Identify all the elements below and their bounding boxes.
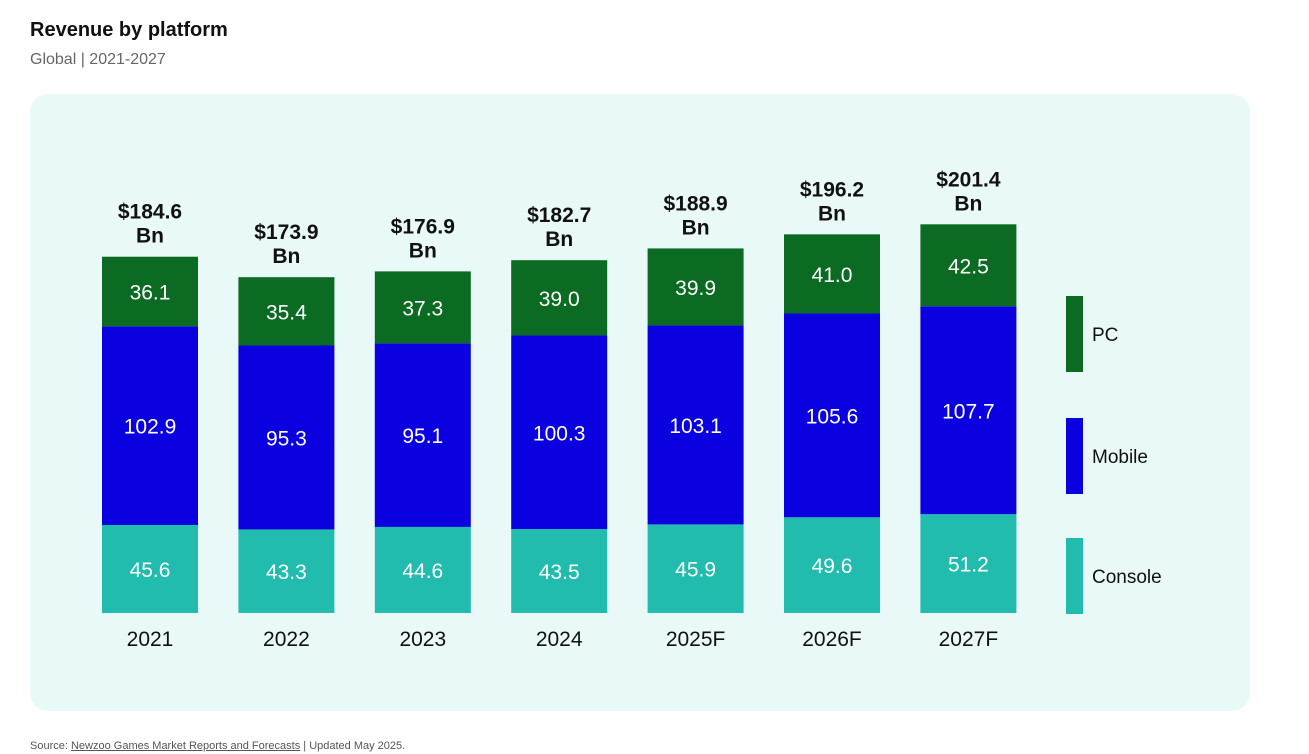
bar-segment-console bbox=[784, 517, 880, 613]
bar-total-label: $188.9 bbox=[663, 192, 727, 215]
legend-label-mobile: Mobile bbox=[1092, 447, 1148, 468]
legend-swatch-pc bbox=[1066, 296, 1083, 372]
bar-segment-mobile bbox=[238, 345, 335, 530]
bar-total-label: $196.2 bbox=[800, 178, 864, 201]
bar-total-unit: Bn bbox=[136, 225, 164, 248]
legend-swatch-mobile bbox=[1066, 418, 1083, 494]
bar-segment-console bbox=[920, 514, 1017, 613]
bar-total-label: $173.9 bbox=[254, 221, 318, 244]
legend-label-console: Console bbox=[1092, 567, 1162, 588]
bar-value-label-console: 51.2 bbox=[948, 554, 989, 577]
bars-group: 45.6102.936.1$184.6Bn202143.395.335.4$17… bbox=[102, 168, 1017, 651]
source-prefix: Source: bbox=[30, 740, 71, 752]
bar-segment-console bbox=[102, 524, 198, 613]
bar-segment-mobile bbox=[784, 313, 880, 518]
bar-value-label-mobile: 107.7 bbox=[942, 400, 995, 423]
x-tick-label: 2024 bbox=[536, 628, 583, 651]
bar-segment-mobile bbox=[102, 326, 198, 525]
bar-value-label-console: 43.5 bbox=[539, 561, 580, 584]
x-tick-label: 2026F bbox=[802, 628, 862, 651]
bar-segment-pc bbox=[102, 256, 198, 327]
bar-value-label-mobile: 102.9 bbox=[124, 416, 177, 439]
bar-value-label-pc: 41.0 bbox=[812, 264, 853, 287]
legend-group: PC Mobile Console bbox=[1066, 296, 1162, 614]
bar-value-label-pc: 35.4 bbox=[266, 301, 307, 324]
x-tick-label: 2021 bbox=[127, 628, 174, 651]
bar-value-label-mobile: 95.3 bbox=[266, 427, 307, 450]
bar-total-label: $201.4 bbox=[936, 168, 1001, 191]
bar-value-label-pc: 39.9 bbox=[675, 277, 716, 300]
chart-title: Revenue by platform bbox=[30, 19, 228, 41]
bar-segment-console bbox=[647, 524, 744, 613]
bar-value-label-console: 43.3 bbox=[266, 561, 307, 584]
bar-total-label: $184.6 bbox=[118, 201, 182, 224]
bar-total-unit: Bn bbox=[409, 239, 437, 262]
source-link[interactable]: Newzoo Games Market Reports and Forecast… bbox=[70, 740, 301, 752]
bar-segment-console bbox=[511, 529, 608, 613]
bar-segment-console bbox=[238, 529, 335, 613]
bar-total-unit: Bn bbox=[818, 202, 846, 225]
legend-label-pc: PC bbox=[1092, 325, 1118, 346]
bar-total-unit: Bn bbox=[272, 245, 300, 268]
bar-segment-pc bbox=[238, 277, 335, 346]
x-tick-label: 2023 bbox=[399, 628, 446, 651]
x-tick-label: 2025F bbox=[666, 628, 726, 651]
bar-value-label-pc: 37.3 bbox=[402, 297, 443, 320]
bar-segment-mobile bbox=[647, 325, 744, 525]
bar-segment-console bbox=[374, 526, 471, 613]
bar-total-unit: Bn bbox=[545, 228, 573, 251]
bar-segment-pc bbox=[511, 260, 608, 336]
bar-value-label-console: 45.9 bbox=[675, 559, 716, 582]
legend-swatch-console bbox=[1066, 538, 1083, 614]
chart-panel bbox=[30, 94, 1250, 711]
source-suffix: | Updated May 2025. bbox=[300, 740, 406, 752]
bar-total-unit: Bn bbox=[954, 192, 982, 215]
bar-total-unit: Bn bbox=[682, 216, 710, 239]
source-note: Source: Newzoo Games Market Reports and … bbox=[30, 740, 405, 752]
bar-value-label-console: 44.6 bbox=[402, 560, 443, 583]
bar-value-label-pc: 39.0 bbox=[539, 288, 580, 311]
bar-total-label: $176.9 bbox=[391, 215, 455, 238]
bar-segment-mobile bbox=[374, 343, 471, 527]
bar-segment-pc bbox=[784, 234, 880, 314]
chart-subtitle: Global | 2021-2027 bbox=[30, 51, 166, 68]
bar-value-label-mobile: 100.3 bbox=[533, 422, 586, 445]
bar-value-label-console: 49.6 bbox=[812, 555, 853, 578]
bar-value-label-mobile: 105.6 bbox=[806, 405, 859, 428]
bar-value-label-pc: 36.1 bbox=[130, 282, 171, 305]
bar-value-label-pc: 42.5 bbox=[948, 255, 989, 278]
bar-segment-mobile bbox=[511, 335, 608, 530]
bar-value-label-console: 45.6 bbox=[130, 559, 171, 582]
x-tick-label: 2027F bbox=[939, 628, 999, 651]
x-tick-label: 2022 bbox=[263, 628, 310, 651]
bar-value-label-mobile: 103.1 bbox=[669, 415, 722, 438]
bar-total-label: $182.7 bbox=[527, 204, 591, 227]
bar-segment-pc bbox=[920, 224, 1017, 307]
bar-value-label-mobile: 95.1 bbox=[402, 425, 443, 448]
bar-segment-mobile bbox=[920, 306, 1017, 515]
bar-segment-pc bbox=[374, 271, 471, 344]
bar-segment-pc bbox=[647, 248, 744, 326]
